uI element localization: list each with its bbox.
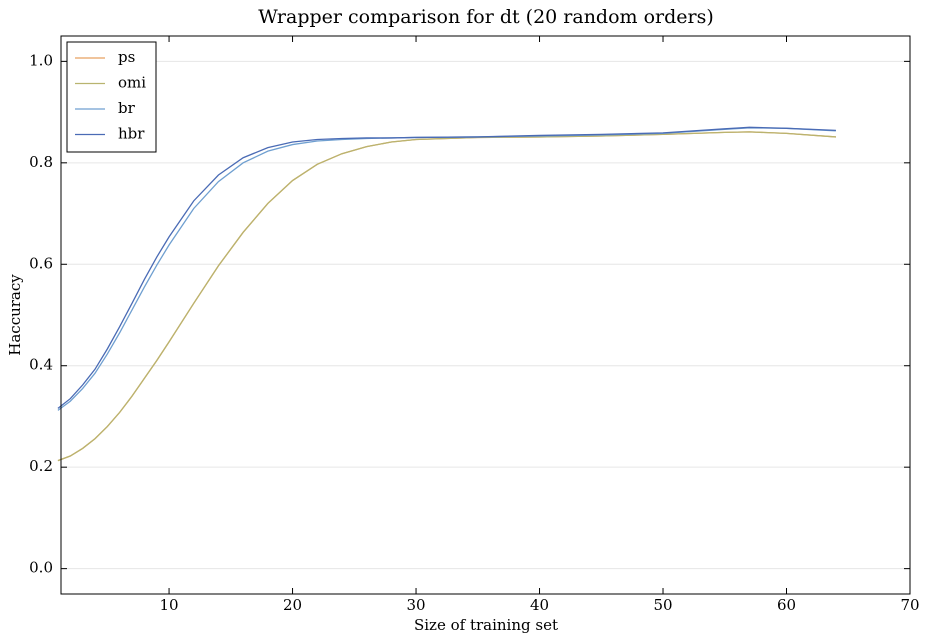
legend-label: ps (118, 48, 135, 66)
x-tick-label: 10 (160, 596, 179, 614)
chart-title: Wrapper comparison for dt (20 random ord… (258, 6, 714, 28)
series-line (57, 126, 836, 409)
legend-label: omi (118, 74, 146, 92)
x-tick-label: 70 (900, 596, 919, 614)
series-line (57, 131, 836, 462)
y-tick-label: 0.4 (29, 356, 53, 374)
x-tick-label: 20 (283, 596, 302, 614)
y-tick-label: 0.8 (29, 153, 53, 171)
x-tick-label: 60 (777, 596, 796, 614)
y-tick-label: 1.0 (29, 51, 53, 69)
x-tick-label: 50 (653, 596, 672, 614)
y-tick-label: 0.6 (29, 254, 53, 272)
x-tick-label: 40 (530, 596, 549, 614)
y-tick-label: 0.2 (29, 457, 53, 475)
series-line (57, 127, 836, 411)
legend-label: br (118, 99, 136, 117)
legend-label: hbr (118, 125, 145, 143)
series-line (57, 131, 836, 462)
y-axis-label: Haccuracy (6, 274, 24, 356)
legend-box (66, 41, 157, 153)
plot-frame (60, 35, 911, 595)
y-tick-label: 0.0 (29, 559, 53, 577)
x-tick-label: 30 (406, 596, 425, 614)
x-axis-label: Size of training set (414, 616, 558, 634)
